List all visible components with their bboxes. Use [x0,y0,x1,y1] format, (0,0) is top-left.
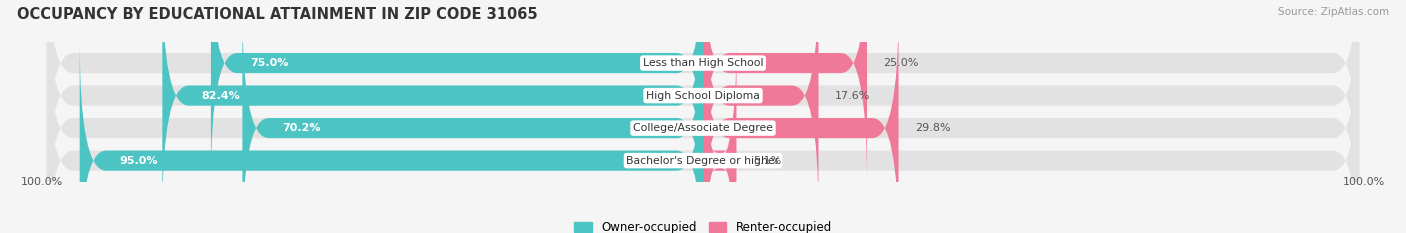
FancyBboxPatch shape [162,0,703,216]
FancyBboxPatch shape [703,0,818,216]
FancyBboxPatch shape [46,8,1360,233]
FancyBboxPatch shape [703,0,868,183]
Legend: Owner-occupied, Renter-occupied: Owner-occupied, Renter-occupied [569,216,837,233]
Text: 75.0%: 75.0% [250,58,288,68]
FancyBboxPatch shape [46,0,1360,183]
Text: 100.0%: 100.0% [21,177,63,187]
Text: College/Associate Degree: College/Associate Degree [633,123,773,133]
Text: 29.8%: 29.8% [915,123,950,133]
FancyBboxPatch shape [703,41,737,233]
Text: High School Diploma: High School Diploma [647,91,759,101]
FancyBboxPatch shape [80,41,703,233]
Text: 95.0%: 95.0% [120,156,157,166]
FancyBboxPatch shape [46,41,1360,233]
Text: 100.0%: 100.0% [1343,177,1385,187]
Text: 82.4%: 82.4% [201,91,240,101]
Text: Bachelor's Degree or higher: Bachelor's Degree or higher [627,156,779,166]
FancyBboxPatch shape [211,0,703,183]
Text: 70.2%: 70.2% [281,123,321,133]
Text: OCCUPANCY BY EDUCATIONAL ATTAINMENT IN ZIP CODE 31065: OCCUPANCY BY EDUCATIONAL ATTAINMENT IN Z… [17,7,537,22]
Text: 17.6%: 17.6% [835,91,870,101]
FancyBboxPatch shape [46,0,1360,216]
Text: 5.1%: 5.1% [752,156,782,166]
Text: 25.0%: 25.0% [883,58,918,68]
Text: Source: ZipAtlas.com: Source: ZipAtlas.com [1278,7,1389,17]
FancyBboxPatch shape [703,8,898,233]
Text: Less than High School: Less than High School [643,58,763,68]
FancyBboxPatch shape [242,8,703,233]
